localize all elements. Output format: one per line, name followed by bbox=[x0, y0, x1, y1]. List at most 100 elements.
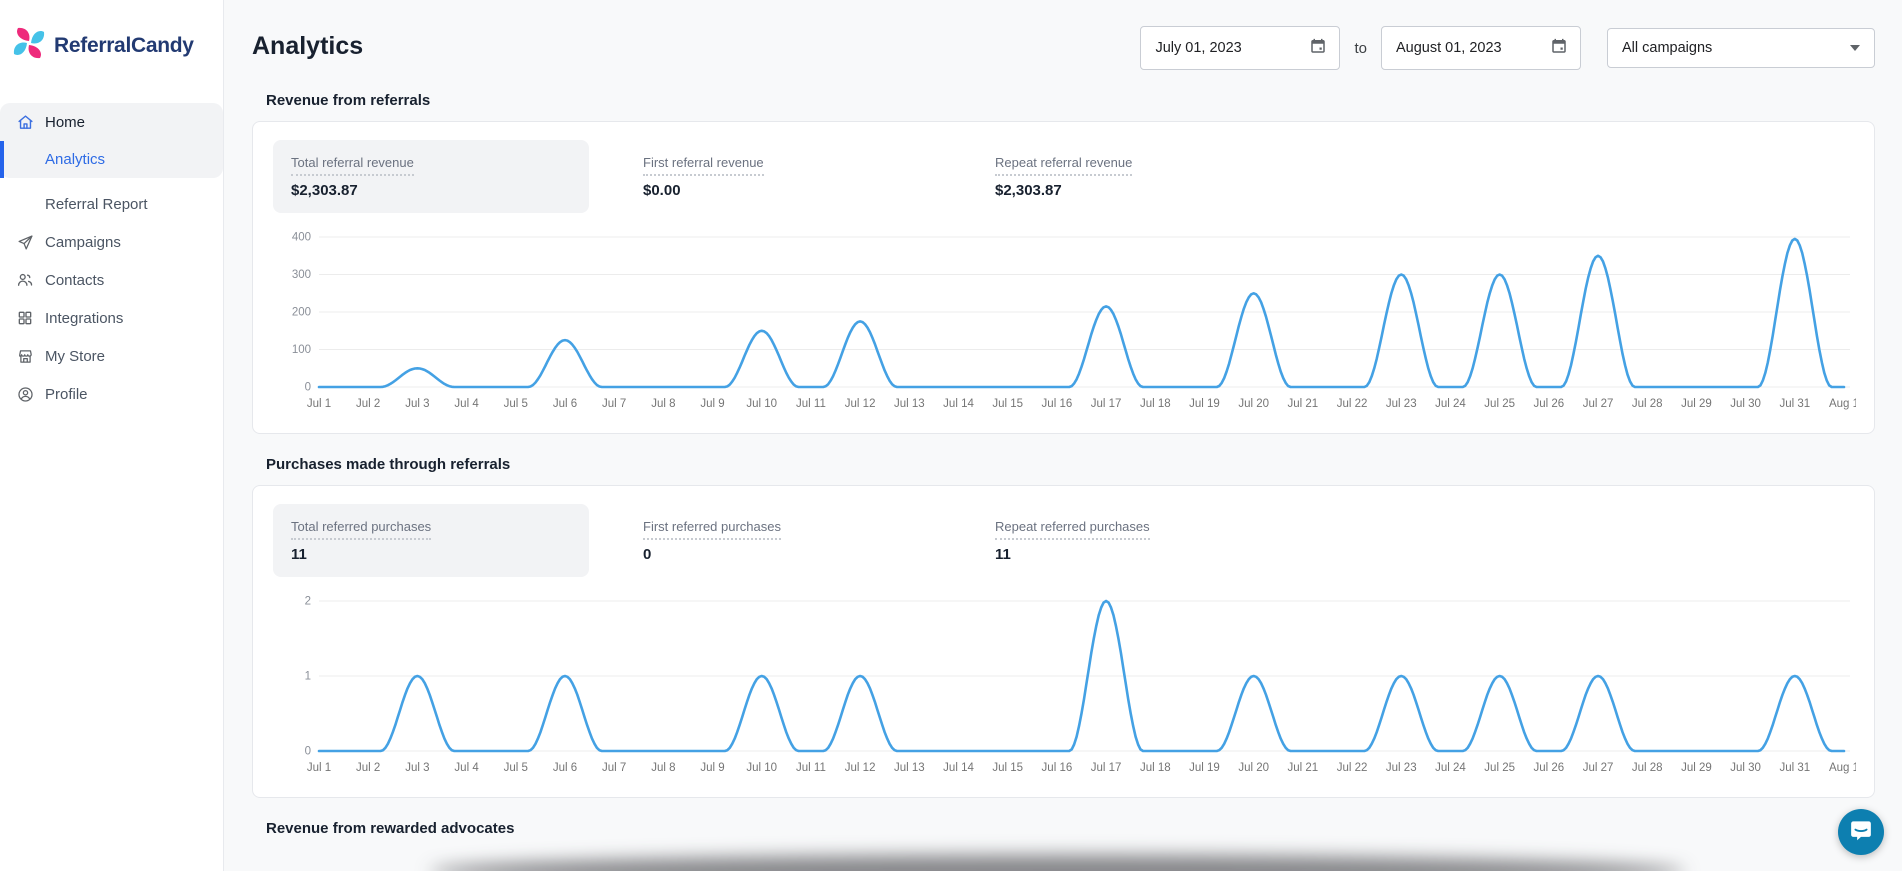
stat-repeat-referred-purchases[interactable]: Repeat referred purchases 11 bbox=[977, 504, 1168, 577]
svg-text:Jul 18: Jul 18 bbox=[1140, 762, 1171, 774]
svg-text:Jul 7: Jul 7 bbox=[602, 398, 626, 410]
sidebar-item-profile[interactable]: Profile bbox=[0, 375, 223, 413]
referralcandy-logo[interactable]: ReferralCandy bbox=[0, 0, 223, 65]
main-content: Analytics July 01, 2023 to August 01, 20… bbox=[224, 0, 1902, 871]
stat-value: $0.00 bbox=[643, 182, 681, 199]
svg-text:Jul 20: Jul 20 bbox=[1238, 398, 1269, 410]
svg-text:0: 0 bbox=[305, 382, 311, 394]
svg-text:Jul 1: Jul 1 bbox=[307, 762, 331, 774]
sidebar-item-label: Profile bbox=[45, 385, 88, 403]
svg-text:Jul 6: Jul 6 bbox=[553, 398, 577, 410]
stat-total-referral-revenue[interactable]: Total referral revenue $2,303.87 bbox=[273, 140, 589, 213]
chat-launcher-button[interactable] bbox=[1838, 809, 1884, 855]
purchases-stats-row: Total referred purchases 11 First referr… bbox=[273, 504, 1854, 577]
stat-total-referred-purchases[interactable]: Total referred purchases 11 bbox=[273, 504, 589, 577]
date-from-input[interactable]: July 01, 2023 bbox=[1140, 26, 1341, 70]
revenue-stats-row: Total referral revenue $2,303.87 First r… bbox=[273, 140, 1854, 213]
svg-text:Jul 28: Jul 28 bbox=[1632, 762, 1663, 774]
section-heading: Purchases made through referrals bbox=[266, 456, 511, 473]
date-range-controls: July 01, 2023 to August 01, 2023 All cam… bbox=[1140, 26, 1875, 70]
svg-text:Jul 10: Jul 10 bbox=[746, 398, 777, 410]
campaign-filter-value: All campaigns bbox=[1622, 40, 1713, 56]
page-title: Analytics bbox=[252, 32, 364, 60]
stat-repeat-referral-revenue[interactable]: Repeat referral revenue $2,303.87 bbox=[977, 140, 1150, 213]
svg-text:Jul 23: Jul 23 bbox=[1386, 398, 1417, 410]
date-from-value: July 01, 2023 bbox=[1155, 40, 1242, 56]
svg-text:Jul 12: Jul 12 bbox=[845, 762, 876, 774]
svg-text:Jul 9: Jul 9 bbox=[700, 762, 724, 774]
svg-text:Jul 9: Jul 9 bbox=[700, 398, 724, 410]
referralcandy-logo-icon bbox=[12, 26, 46, 65]
svg-text:Jul 11: Jul 11 bbox=[796, 762, 826, 774]
purchases-line-chart: 0 1 2 Jul 1 Jul 2 Jul 3 Jul 4 Jul 5 Jul 6 Jul 7 Ju… bbox=[273, 591, 1856, 783]
people-icon bbox=[16, 271, 34, 289]
svg-text:Jul 7: Jul 7 bbox=[602, 762, 626, 774]
stat-label: First referral revenue bbox=[643, 155, 764, 176]
svg-text:Jul 16: Jul 16 bbox=[1042, 398, 1073, 410]
svg-text:Jul 21: Jul 21 bbox=[1288, 762, 1319, 774]
sidebar: ReferralCandy Home Analytics Referral Re… bbox=[0, 0, 224, 871]
sidebar-item-label: Referral Report bbox=[45, 196, 148, 213]
sidebar-item-label: Campaigns bbox=[45, 233, 121, 251]
sidebar-nav: Home Analytics Referral Report Campaigns bbox=[0, 103, 223, 413]
svg-text:Jul 2: Jul 2 bbox=[356, 398, 380, 410]
grid-icon bbox=[16, 309, 34, 327]
svg-text:Jul 24: Jul 24 bbox=[1435, 762, 1466, 774]
sidebar-item-home[interactable]: Home bbox=[0, 103, 223, 141]
sidebar-item-my-store[interactable]: My Store bbox=[0, 337, 223, 375]
svg-text:Jul 22: Jul 22 bbox=[1337, 398, 1368, 410]
svg-text:Jul 27: Jul 27 bbox=[1583, 762, 1614, 774]
stat-label: Repeat referred purchases bbox=[995, 519, 1150, 540]
svg-text:Jul 30: Jul 30 bbox=[1730, 398, 1761, 410]
svg-text:Jul 19: Jul 19 bbox=[1189, 762, 1220, 774]
calendar-icon[interactable] bbox=[1550, 37, 1568, 59]
sidebar-item-label: Contacts bbox=[45, 271, 105, 289]
revenue-from-referrals-section: Revenue from referrals Total referral re… bbox=[224, 92, 1902, 434]
svg-text:Aug 1: Aug 1 bbox=[1829, 398, 1856, 410]
svg-text:Jul 23: Jul 23 bbox=[1386, 762, 1417, 774]
svg-text:Jul 5: Jul 5 bbox=[504, 762, 528, 774]
chat-bubble-icon bbox=[1849, 818, 1873, 847]
date-to-input[interactable]: August 01, 2023 bbox=[1381, 26, 1581, 70]
svg-text:Jul 6: Jul 6 bbox=[553, 762, 577, 774]
svg-text:Jul 19: Jul 19 bbox=[1189, 398, 1220, 410]
sidebar-item-analytics[interactable]: Analytics bbox=[0, 141, 223, 178]
svg-text:Jul 15: Jul 15 bbox=[992, 762, 1023, 774]
sidebar-item-campaigns[interactable]: Campaigns bbox=[0, 223, 223, 261]
stat-first-referred-purchases[interactable]: First referred purchases 0 bbox=[625, 504, 977, 577]
stat-label: Total referral revenue bbox=[291, 155, 414, 176]
sidebar-item-label: Integrations bbox=[45, 309, 124, 327]
paper-plane-icon bbox=[16, 233, 34, 251]
calendar-icon[interactable] bbox=[1309, 37, 1327, 59]
stat-value: $2,303.87 bbox=[291, 182, 358, 199]
svg-text:Jul 3: Jul 3 bbox=[405, 762, 429, 774]
svg-text:Jul 15: Jul 15 bbox=[992, 398, 1023, 410]
svg-text:2: 2 bbox=[305, 596, 311, 608]
sidebar-item-referral-report[interactable]: Referral Report bbox=[0, 186, 223, 223]
svg-text:Jul 3: Jul 3 bbox=[405, 398, 429, 410]
svg-text:Jul 10: Jul 10 bbox=[746, 762, 777, 774]
sidebar-item-contacts[interactable]: Contacts bbox=[0, 261, 223, 299]
revenue-line-chart: 0 100 200 300 400 Jul 1 Jul 2 Jul 3 Jul 4 Jul 5 Ju… bbox=[273, 227, 1856, 419]
to-label: to bbox=[1354, 39, 1367, 57]
svg-text:Jul 22: Jul 22 bbox=[1337, 762, 1368, 774]
person-icon bbox=[16, 385, 34, 403]
sidebar-item-integrations[interactable]: Integrations bbox=[0, 299, 223, 337]
svg-text:Jul 26: Jul 26 bbox=[1533, 398, 1564, 410]
svg-text:Jul 25: Jul 25 bbox=[1484, 762, 1515, 774]
svg-text:Jul 1: Jul 1 bbox=[307, 398, 331, 410]
stat-first-referral-revenue[interactable]: First referral revenue $0.00 bbox=[625, 140, 977, 213]
svg-text:Jul 4: Jul 4 bbox=[454, 398, 479, 410]
stat-label: First referred purchases bbox=[643, 519, 781, 540]
svg-text:Jul 31: Jul 31 bbox=[1779, 762, 1810, 774]
purchases-section: Purchases made through referrals Total r… bbox=[224, 456, 1902, 798]
svg-text:0: 0 bbox=[305, 746, 311, 758]
svg-text:Jul 8: Jul 8 bbox=[651, 762, 675, 774]
svg-text:Jul 18: Jul 18 bbox=[1140, 398, 1171, 410]
campaign-filter-select[interactable]: All campaigns bbox=[1607, 28, 1875, 68]
stat-value: 0 bbox=[643, 546, 652, 563]
svg-text:Jul 26: Jul 26 bbox=[1533, 762, 1564, 774]
store-icon bbox=[16, 347, 34, 365]
sidebar-item-label: Home bbox=[45, 113, 86, 131]
rewarded-advocates-section: Revenue from rewarded advocates bbox=[224, 820, 1902, 837]
